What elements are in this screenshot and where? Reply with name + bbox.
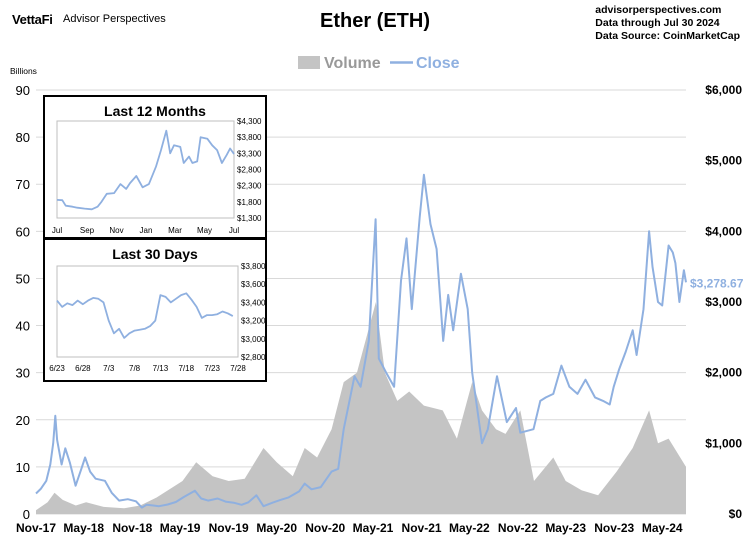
inset-30d-x-tick-label: 7/8: [129, 364, 141, 373]
x-tick-label: May-24: [642, 521, 683, 535]
inset-12m-x-tick-label: Mar: [168, 226, 182, 235]
inset-30d-y-tick-label: $3,400: [241, 298, 266, 307]
inset-30d-x-tick-label: 6/28: [75, 364, 91, 373]
y-right-tick-label: $3,000: [705, 295, 742, 309]
source-block: advisorperspectives.com Data through Jul…: [595, 4, 740, 43]
y-left-tick-label: 50: [16, 271, 30, 286]
y-right-tick-label: $2,000: [705, 366, 742, 380]
inset-12m-x-tick-label: Jul: [229, 226, 239, 235]
legend-close-label: Close: [416, 55, 460, 72]
y-left-tick-label: 90: [16, 83, 30, 98]
y-right-tick-label: $5,000: [705, 154, 742, 168]
y-left-tick-label: 20: [16, 413, 30, 428]
x-tick-label: May-20: [256, 521, 297, 535]
x-tick-label: Nov-20: [305, 521, 345, 535]
inset-30d-x-tick-label: 7/13: [153, 364, 169, 373]
inset-30d-y-tick-label: $3,200: [241, 317, 266, 326]
inset-12m-y-tick-label: $3,800: [237, 133, 262, 142]
inset-12m-y-tick-label: $3,300: [237, 149, 262, 158]
brand-logo: VettaFi: [12, 12, 53, 27]
chart-title: Ether (ETH): [320, 10, 430, 32]
y-right-tick-label: $1,000: [705, 436, 742, 450]
y-right-tick-label: $4,000: [705, 224, 742, 238]
x-tick-label: May-23: [545, 521, 586, 535]
y-left-tick-label: 80: [16, 130, 30, 145]
y-left-tick-label: 30: [16, 366, 30, 381]
y-left-tick-label: 10: [16, 460, 30, 475]
x-tick-label: May-22: [449, 521, 490, 535]
y-right-tick-label: $6,000: [705, 83, 742, 97]
volume-area: [36, 302, 686, 514]
source-line-provider: Data Source: CoinMarketCap: [595, 30, 740, 42]
inset-30d-y-tick-label: $3,800: [241, 262, 266, 271]
x-tick-label: Nov-23: [594, 521, 634, 535]
legend-volume-swatch: [298, 56, 320, 69]
inset-30d-x-tick-label: 7/23: [204, 364, 220, 373]
source-line-site: advisorperspectives.com: [595, 4, 722, 16]
inset-12m-x-tick-label: May: [197, 226, 212, 235]
inset-12m-title: Last 12 Months: [104, 103, 206, 119]
x-tick-label: Nov-18: [112, 521, 152, 535]
inset-12m-x-tick-label: Jul: [52, 226, 62, 235]
inset-12m-y-tick-label: $2,300: [237, 182, 262, 191]
y-left-tick-label: 40: [16, 319, 30, 334]
x-tick-label: May-18: [63, 521, 104, 535]
inset-12m-y-tick-label: $1,300: [237, 214, 262, 223]
inset-12m-y-tick-label: $4,300: [237, 117, 262, 126]
x-tick-label: Nov-22: [498, 521, 538, 535]
inset-30d-close-line: [56, 292, 234, 339]
inset-30d-x-tick-label: 6/23: [49, 364, 65, 373]
last-close-label: $3,278.67: [690, 276, 744, 290]
inset-30d-x-tick-label: 7/3: [103, 364, 115, 373]
inset-30d-y-tick-label: $2,800: [241, 353, 266, 362]
y-left-tick-label: 0: [23, 507, 30, 522]
y-right-tick-label: $0: [729, 507, 743, 521]
close-line: [35, 173, 687, 509]
y-left-axis-label: Billions: [10, 66, 37, 76]
source-line-date: Data through Jul 30 2024: [595, 17, 720, 29]
brand-name: Advisor Perspectives: [63, 13, 166, 25]
x-tick-label: May-19: [160, 521, 201, 535]
inset-12m-x-tick-label: Nov: [109, 226, 123, 235]
inset-30d-title: Last 30 Days: [112, 246, 198, 262]
y-left-tick-label: 70: [16, 177, 30, 192]
inset-12m-x-tick-label: Sep: [80, 226, 95, 235]
inset-12m-y-tick-label: $1,800: [237, 198, 262, 207]
x-tick-label: May-21: [353, 521, 394, 535]
inset-12m-plot-frame: [56, 120, 235, 219]
inset-12m-x-tick-label: Jan: [140, 226, 153, 235]
x-tick-label: Nov-21: [402, 521, 442, 535]
legend-volume-label: Volume: [324, 55, 381, 72]
x-tick-label: Nov-19: [209, 521, 249, 535]
inset-30d-x-tick-label: 7/18: [178, 364, 194, 373]
inset-30d-y-tick-label: $3,000: [241, 335, 266, 344]
inset-30d-y-tick-label: $3,600: [241, 280, 266, 289]
x-tick-label: Nov-17: [16, 521, 56, 535]
inset-30d-plot-frame: [56, 265, 239, 358]
inset-12m-close-line: [56, 129, 235, 211]
inset-12m-y-tick-label: $2,800: [237, 166, 262, 175]
inset-30d-x-tick-label: 7/28: [230, 364, 246, 373]
y-left-tick-label: 60: [16, 224, 30, 239]
